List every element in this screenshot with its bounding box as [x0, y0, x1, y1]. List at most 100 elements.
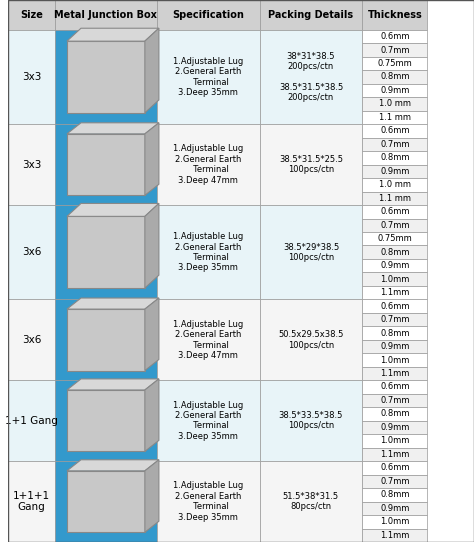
Bar: [67, 216, 145, 288]
Text: 1.Adjustable Lug
2.General Earth
  Terminal
3.Deep 35mm: 1.Adjustable Lug 2.General Earth Termina…: [173, 401, 244, 441]
Text: 0.6mm: 0.6mm: [380, 126, 410, 136]
Text: 0.6mm: 0.6mm: [380, 383, 410, 391]
Text: 0.8mm: 0.8mm: [380, 328, 410, 338]
Text: 0.8mm: 0.8mm: [380, 153, 410, 163]
Text: 0.7mm: 0.7mm: [380, 396, 410, 405]
Text: 1.Adjustable Lug
2.General Earth
  Terminal
3.Deep 35mm: 1.Adjustable Lug 2.General Earth Termina…: [173, 481, 244, 521]
Text: 1+1 Gang: 1+1 Gang: [5, 416, 58, 425]
Bar: [157, 30, 260, 124]
Bar: [67, 309, 145, 371]
Text: Metal Junction Box: Metal Junction Box: [55, 10, 157, 20]
Polygon shape: [145, 460, 159, 532]
Bar: [362, 97, 428, 111]
Polygon shape: [67, 460, 159, 471]
Text: 3x3: 3x3: [22, 72, 41, 82]
Text: 0.6mm: 0.6mm: [380, 207, 410, 216]
Bar: [362, 232, 428, 246]
Bar: [362, 434, 428, 448]
Bar: [67, 41, 145, 113]
Text: 0.8mm: 0.8mm: [380, 409, 410, 418]
Bar: [8, 380, 55, 461]
Text: 50.5x29.5x38.5
100pcs/ctn: 50.5x29.5x38.5 100pcs/ctn: [278, 330, 344, 350]
Bar: [362, 380, 428, 393]
Polygon shape: [67, 298, 159, 309]
Text: 1.1 mm: 1.1 mm: [379, 194, 411, 203]
Bar: [362, 326, 428, 340]
Text: 1.0 mm: 1.0 mm: [379, 180, 411, 189]
Bar: [362, 475, 428, 488]
Text: 3x3: 3x3: [22, 159, 41, 170]
Bar: [67, 471, 145, 532]
Text: 1.1mm: 1.1mm: [380, 450, 410, 459]
Text: 1.0mm: 1.0mm: [380, 275, 410, 283]
Text: 0.8mm: 0.8mm: [380, 73, 410, 81]
Bar: [362, 57, 428, 70]
Bar: [362, 246, 428, 259]
Polygon shape: [145, 203, 159, 288]
Text: 0.6mm: 0.6mm: [380, 463, 410, 473]
Bar: [362, 488, 428, 501]
Bar: [260, 461, 362, 542]
Bar: [362, 286, 428, 299]
Bar: [8, 124, 55, 205]
Text: 1.Adjustable Lug
2.General Earth
  Terminal
3.Deep 47mm: 1.Adjustable Lug 2.General Earth Termina…: [173, 145, 244, 185]
Bar: [55, 380, 157, 461]
Text: 0.8mm: 0.8mm: [380, 248, 410, 257]
Bar: [157, 0, 260, 30]
Bar: [260, 124, 362, 205]
Text: Specification: Specification: [173, 10, 245, 20]
Text: 0.7mm: 0.7mm: [380, 140, 410, 149]
Bar: [362, 138, 428, 151]
Bar: [362, 448, 428, 461]
Text: 38.5*33.5*38.5
100pcs/ctn: 38.5*33.5*38.5 100pcs/ctn: [279, 411, 343, 430]
Bar: [55, 461, 157, 542]
Bar: [362, 83, 428, 97]
Bar: [362, 0, 428, 30]
Text: 1.0mm: 1.0mm: [380, 356, 410, 365]
Bar: [362, 393, 428, 407]
Text: 0.9mm: 0.9mm: [380, 261, 410, 270]
Bar: [362, 501, 428, 515]
Bar: [8, 299, 55, 380]
Bar: [55, 124, 157, 205]
Bar: [55, 30, 157, 124]
Bar: [157, 124, 260, 205]
Bar: [362, 205, 428, 218]
Bar: [55, 299, 157, 380]
Bar: [362, 273, 428, 286]
Text: 0.75mm: 0.75mm: [377, 234, 412, 243]
Bar: [362, 124, 428, 138]
Text: 0.7mm: 0.7mm: [380, 46, 410, 55]
Text: 1+1+1
Gang: 1+1+1 Gang: [13, 491, 50, 512]
Bar: [67, 390, 145, 451]
Bar: [362, 515, 428, 528]
Text: 51.5*38*31.5
80pcs/ctn: 51.5*38*31.5 80pcs/ctn: [283, 492, 339, 511]
Bar: [157, 205, 260, 299]
Bar: [362, 299, 428, 313]
Polygon shape: [145, 28, 159, 113]
Bar: [157, 380, 260, 461]
Bar: [260, 299, 362, 380]
Text: 1.1mm: 1.1mm: [380, 369, 410, 378]
Text: 1.1 mm: 1.1 mm: [379, 113, 411, 122]
Text: 38.5*31.5*25.5
100pcs/ctn: 38.5*31.5*25.5 100pcs/ctn: [279, 155, 343, 175]
Text: Packing Details: Packing Details: [268, 10, 354, 20]
Text: 0.8mm: 0.8mm: [380, 491, 410, 499]
Bar: [362, 259, 428, 273]
Text: 0.7mm: 0.7mm: [380, 477, 410, 486]
Text: 0.7mm: 0.7mm: [380, 315, 410, 324]
Polygon shape: [67, 28, 159, 41]
Text: 38.5*29*38.5
100pcs/ctn: 38.5*29*38.5 100pcs/ctn: [283, 242, 339, 262]
Bar: [362, 111, 428, 124]
Bar: [362, 367, 428, 380]
Bar: [157, 299, 260, 380]
Text: 0.75mm: 0.75mm: [377, 59, 412, 68]
Polygon shape: [67, 203, 159, 216]
Bar: [362, 218, 428, 232]
Bar: [260, 205, 362, 299]
Bar: [362, 165, 428, 178]
Bar: [362, 528, 428, 542]
Text: 0.9mm: 0.9mm: [380, 342, 410, 351]
Text: 1.0mm: 1.0mm: [380, 436, 410, 446]
Bar: [362, 70, 428, 83]
